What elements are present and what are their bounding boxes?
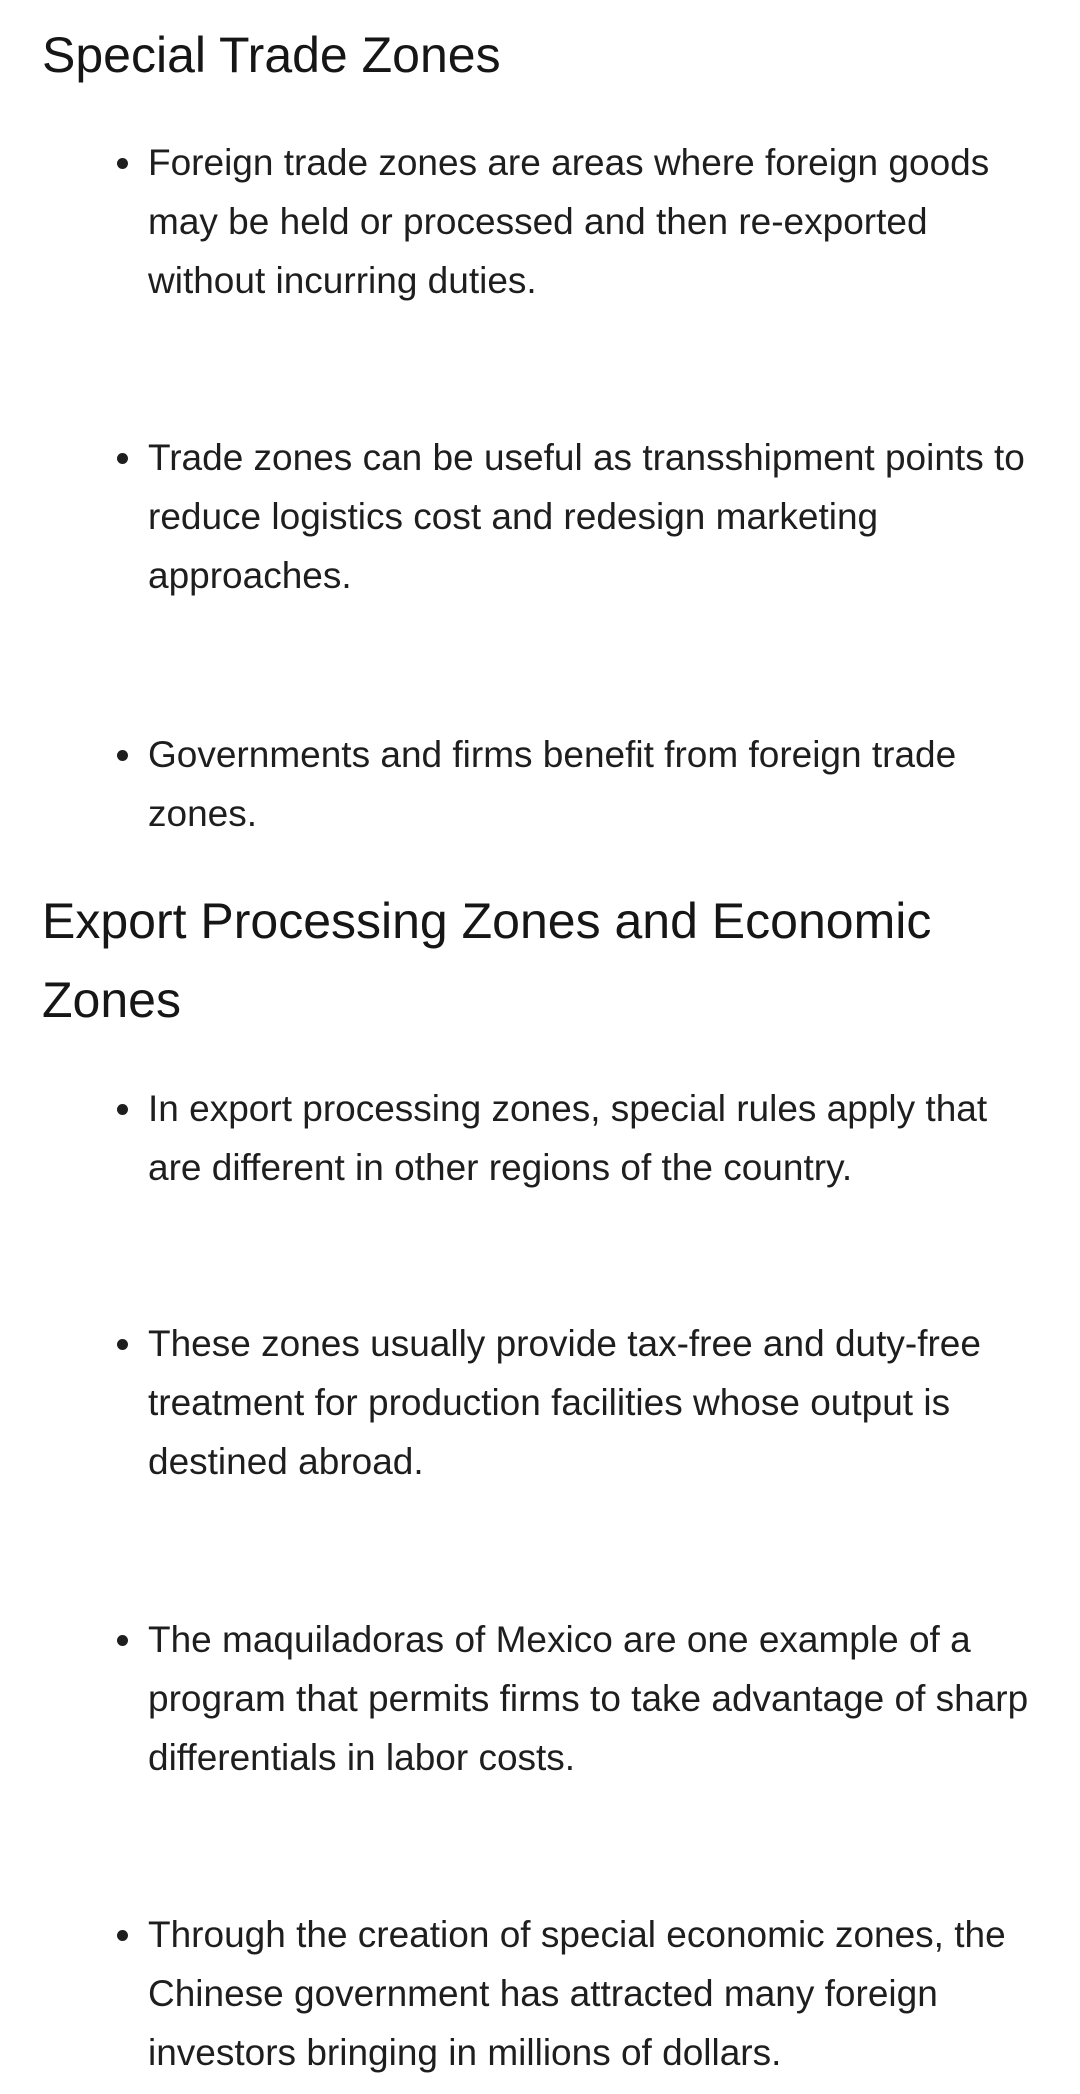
list-item-text: In export processing zones, special rule… <box>148 1088 988 1188</box>
list-item: Through the creation of special economic… <box>117 1905 1048 2082</box>
section-heading-special-trade-zones: Special Trade Zones <box>42 27 501 83</box>
list-item: The maquiladoras of Mexico are one examp… <box>117 1610 1048 1787</box>
list-item: Governments and firms benefit from forei… <box>117 725 1048 843</box>
bullet-icon <box>117 1339 128 1350</box>
list-item-text: The maquiladoras of Mexico are one examp… <box>148 1619 1029 1778</box>
list-item: These zones usually provide tax-free and… <box>117 1314 1048 1491</box>
bullet-icon <box>117 1635 128 1646</box>
list-item-text: Through the creation of special economic… <box>148 1914 1006 2073</box>
bullet-icon <box>117 1104 128 1115</box>
list-item-text: Trade zones can be useful as transshipme… <box>148 437 1025 596</box>
bullet-icon <box>117 453 128 464</box>
bullet-icon <box>117 750 128 761</box>
list-item: Trade zones can be useful as transshipme… <box>117 428 1048 605</box>
section-heading-export-processing-zones: Export Processing Zones and Economic Zon… <box>42 893 932 1028</box>
list-item-text: Foreign trade zones are areas where fore… <box>148 142 990 301</box>
bullet-icon <box>117 158 128 169</box>
list-item-text: These zones usually provide tax-free and… <box>148 1323 981 1482</box>
list-item: In export processing zones, special rule… <box>117 1079 1048 1197</box>
list-item: Foreign trade zones are areas where fore… <box>117 133 1048 310</box>
list-item-text: Governments and firms benefit from forei… <box>148 734 957 834</box>
bullet-icon <box>117 1930 128 1941</box>
